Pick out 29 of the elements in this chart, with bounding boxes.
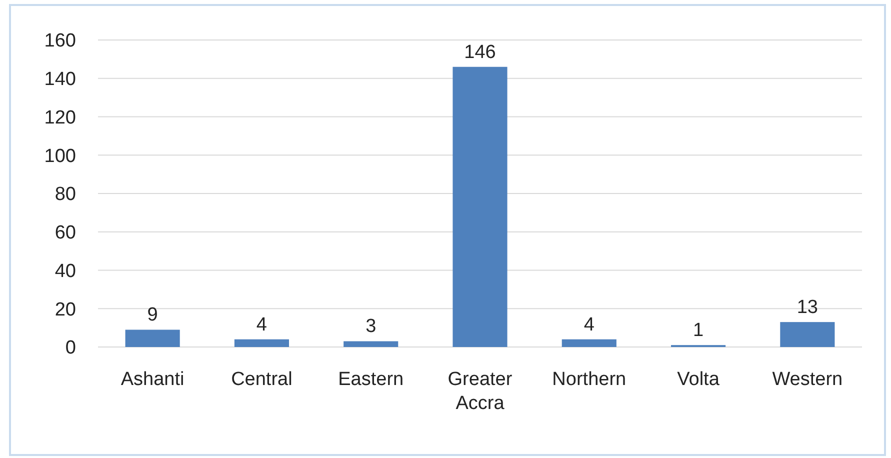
bar	[344, 341, 398, 347]
x-tick-label: Central	[231, 369, 292, 390]
y-tick-label: 80	[54, 184, 76, 206]
y-tick-label: 160	[44, 30, 76, 52]
x-tick-label: Eastern	[338, 369, 404, 390]
data-label: 3	[366, 316, 376, 338]
x-tick-label: Greater Accra	[448, 369, 513, 414]
bar	[452, 66, 508, 347]
bar	[562, 339, 616, 347]
y-tick-label: 120	[44, 107, 76, 128]
data-label: 4	[256, 314, 268, 336]
data-label: 4	[584, 314, 595, 336]
data-label: 13	[796, 297, 818, 318]
y-tick-label: 0	[65, 338, 76, 359]
x-tick-label: Volta	[677, 369, 720, 390]
bar	[780, 322, 835, 347]
y-tick-label: 60	[54, 222, 76, 244]
data-label: 1	[692, 320, 704, 342]
y-tick-label: 20	[54, 299, 76, 320]
x-tick-label: Western	[772, 369, 843, 390]
y-tick-label: 40	[54, 260, 76, 282]
x-tick-label: Northern	[552, 369, 626, 390]
y-tick-label: 100	[44, 146, 76, 167]
data-label: 9	[147, 304, 158, 326]
bar	[234, 339, 289, 347]
bar	[125, 330, 180, 347]
y-tick-label: 140	[44, 69, 76, 90]
data-label: 146	[464, 42, 496, 63]
x-tick-label: Ashanti	[120, 369, 184, 390]
